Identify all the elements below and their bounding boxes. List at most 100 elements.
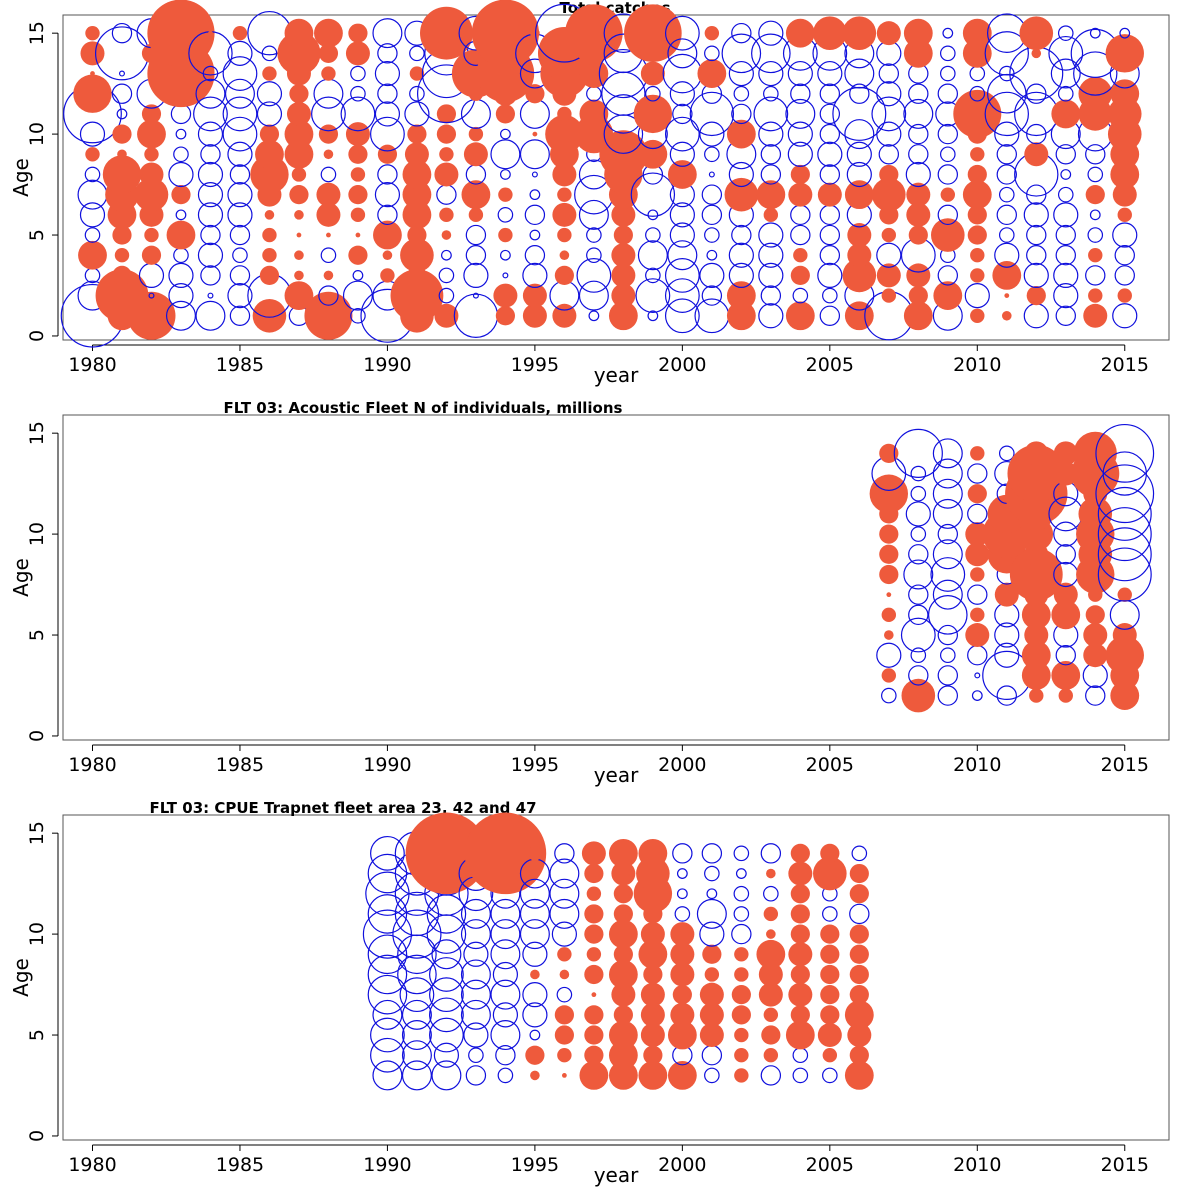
negative-residual-bubble bbox=[495, 1045, 516, 1066]
positive-residual-bubble bbox=[345, 41, 370, 66]
positive-residual-bubble bbox=[879, 544, 899, 564]
x-axis-label: year bbox=[594, 1163, 639, 1187]
negative-residual-bubble bbox=[728, 60, 754, 87]
chart-title: FLT 03: Acoustic Fleet N of individuals,… bbox=[224, 399, 623, 417]
negative-residual-bubble bbox=[311, 96, 346, 132]
negative-residual-bubble bbox=[529, 189, 541, 201]
positive-residual-bubble bbox=[1024, 623, 1049, 648]
positive-residual-bubble bbox=[699, 982, 724, 1007]
positive-residual-bubble bbox=[881, 607, 897, 623]
negative-residual-bubble bbox=[1089, 209, 1101, 221]
negative-residual-bubble bbox=[1112, 303, 1138, 329]
positive-residual-bubble bbox=[908, 225, 928, 245]
positive-residual-bubble bbox=[790, 843, 810, 863]
positive-residual-bubble bbox=[554, 1005, 574, 1025]
positive-residual-bubble bbox=[232, 25, 248, 41]
negative-residual-bubble bbox=[971, 690, 983, 701]
positive-residual-bubble bbox=[522, 283, 547, 308]
positive-residual-bubble bbox=[557, 106, 572, 122]
y-axis-label: Age bbox=[9, 958, 33, 997]
positive-residual-bubble bbox=[289, 84, 309, 104]
negative-residual-bubble bbox=[937, 123, 959, 145]
positive-residual-bubble bbox=[586, 947, 602, 962]
negative-residual-bubble bbox=[790, 224, 811, 246]
positive-residual-bubble bbox=[326, 232, 331, 238]
positive-residual-bubble bbox=[670, 922, 695, 947]
negative-residual-bubble bbox=[908, 544, 929, 565]
negative-residual-bubble bbox=[148, 292, 155, 299]
negative-residual-bubble bbox=[409, 45, 425, 62]
negative-residual-bubble bbox=[320, 247, 337, 264]
negative-residual-bubble bbox=[519, 919, 550, 950]
negative-residual-bubble bbox=[637, 240, 668, 271]
positive-residual-bubble bbox=[348, 185, 368, 205]
positive-residual-bubble bbox=[965, 522, 990, 547]
positive-residual-bubble bbox=[820, 985, 840, 1005]
negative-residual-bubble bbox=[522, 262, 548, 289]
negative-residual-bubble bbox=[758, 20, 784, 46]
positive-residual-bubble bbox=[699, 1002, 724, 1027]
negative-residual-bubble bbox=[819, 103, 841, 125]
negative-residual-bubble bbox=[578, 280, 609, 311]
negative-residual-bubble bbox=[1085, 685, 1106, 706]
negative-residual-bubble bbox=[551, 921, 577, 947]
negative-residual-bubble bbox=[881, 687, 897, 704]
y-tick-label: 5 bbox=[26, 629, 48, 641]
negative-residual-bubble bbox=[436, 184, 457, 205]
negative-residual-bubble bbox=[195, 300, 226, 331]
positive-residual-bubble bbox=[584, 1005, 604, 1025]
positive-residual-bubble bbox=[908, 285, 928, 306]
positive-residual-bubble bbox=[879, 564, 899, 585]
negative-residual-bubble bbox=[197, 242, 224, 268]
positive-residual-bubble bbox=[965, 542, 990, 567]
negative-residual-bubble bbox=[822, 1067, 838, 1084]
positive-residual-bubble bbox=[1110, 160, 1140, 189]
negative-residual-bubble bbox=[939, 146, 956, 163]
positive-residual-bubble bbox=[790, 964, 810, 985]
negative-residual-bubble bbox=[372, 18, 403, 49]
negative-residual-bubble bbox=[708, 171, 715, 178]
negative-residual-bubble bbox=[500, 128, 511, 140]
positive-residual-bubble bbox=[304, 291, 353, 340]
negative-residual-bubble bbox=[401, 1020, 432, 1051]
negative-residual-bubble bbox=[704, 227, 720, 243]
negative-residual-bubble bbox=[197, 121, 224, 147]
positive-residual-bubble bbox=[1051, 600, 1081, 630]
positive-residual-bubble bbox=[90, 71, 95, 76]
positive-residual-bubble bbox=[608, 1020, 638, 1050]
positive-residual-bubble bbox=[901, 678, 936, 713]
negative-residual-bubble bbox=[932, 579, 963, 610]
negative-residual-bubble bbox=[377, 164, 398, 185]
positive-residual-bubble bbox=[967, 484, 987, 504]
negative-residual-bubble bbox=[706, 249, 718, 261]
negative-residual-bubble bbox=[851, 845, 868, 862]
negative-residual-bubble bbox=[846, 141, 872, 167]
x-tick-label: 1985 bbox=[216, 354, 264, 376]
negative-residual-bubble bbox=[792, 1047, 809, 1064]
negative-residual-bubble bbox=[1057, 25, 1074, 41]
positive-residual-bubble bbox=[766, 868, 776, 879]
positive-residual-bubble bbox=[640, 982, 665, 1007]
positive-residual-bubble bbox=[286, 101, 311, 126]
x-tick-label: 2000 bbox=[658, 354, 706, 376]
negative-residual-bubble bbox=[676, 868, 688, 879]
negative-residual-bubble bbox=[905, 501, 931, 527]
negative-residual-bubble bbox=[664, 298, 700, 334]
negative-residual-bubble bbox=[733, 906, 750, 922]
x-tick-label: 2010 bbox=[953, 754, 1001, 776]
positive-residual-bubble bbox=[493, 283, 518, 308]
positive-residual-bubble bbox=[962, 180, 992, 210]
positive-residual-bubble bbox=[611, 202, 636, 227]
positive-residual-bubble bbox=[1053, 582, 1078, 607]
positive-residual-bubble bbox=[73, 74, 112, 113]
negative-residual-bubble bbox=[822, 287, 838, 304]
positive-residual-bubble bbox=[613, 884, 633, 904]
negative-residual-bubble bbox=[195, 78, 226, 109]
negative-residual-bubble bbox=[222, 116, 258, 152]
negative-residual-bubble bbox=[1119, 27, 1131, 39]
negative-residual-bubble bbox=[556, 986, 573, 1003]
negative-residual-bubble bbox=[763, 885, 779, 902]
positive-residual-bubble bbox=[1004, 293, 1010, 298]
positive-residual-bubble bbox=[766, 929, 776, 939]
negative-residual-bubble bbox=[694, 298, 730, 334]
